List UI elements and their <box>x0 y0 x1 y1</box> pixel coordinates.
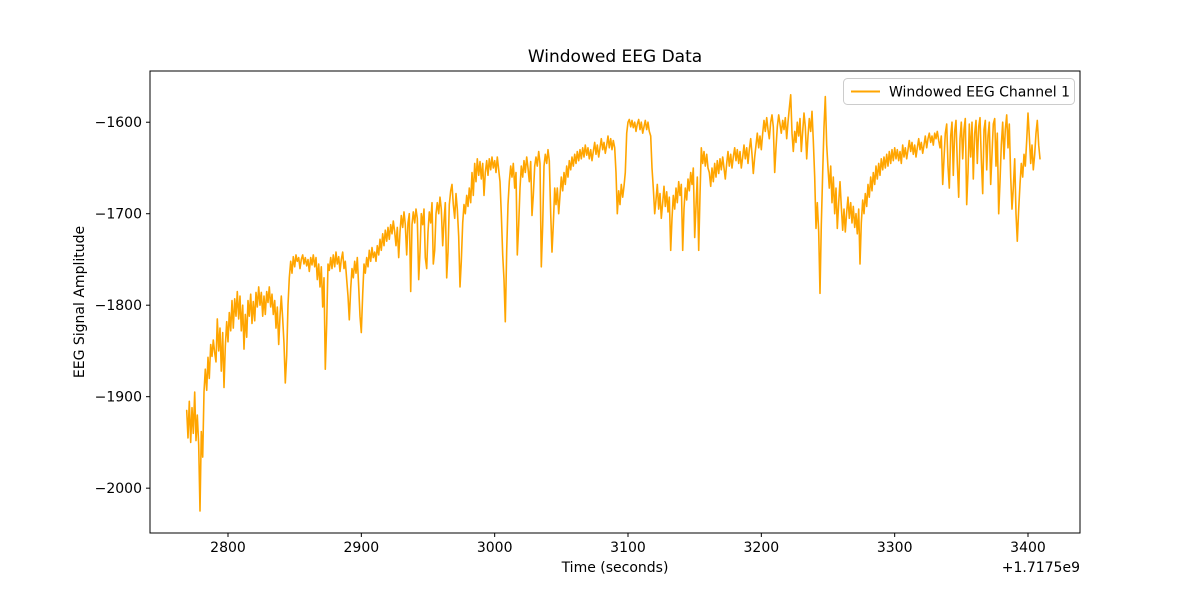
y-tick-label: −1600 <box>95 115 142 131</box>
x-tick-label: 3300 <box>877 540 913 556</box>
plot-frame <box>149 70 1081 534</box>
legend: Windowed EEG Channel 1 <box>843 78 1075 105</box>
x-axis-offset-label: +1.7175e9 <box>1002 560 1080 576</box>
y-tick-label: −1900 <box>95 390 142 406</box>
y-tick-label: −1700 <box>95 207 142 223</box>
x-tick-label: 3200 <box>744 540 780 556</box>
chart-title: Windowed EEG Data <box>528 47 702 67</box>
series-line-windowed-eeg-channel-1 <box>185 94 1041 512</box>
legend-label: Windowed EEG Channel 1 <box>889 85 1070 101</box>
y-tick-label: −2000 <box>95 481 142 497</box>
x-tick-label: 2800 <box>210 540 246 556</box>
x-tick-label: 3100 <box>610 540 646 556</box>
x-tick-label: 2900 <box>344 540 380 556</box>
x-tick-label: 3000 <box>477 540 513 556</box>
x-tick-label: 3400 <box>1010 540 1046 556</box>
y-axis-label: EEG Signal Amplitude <box>72 226 88 378</box>
plot-area: 2800 2900 3000 3100 3200 3300 3400 −2000 −1900 −1… <box>95 70 1081 556</box>
legend-box <box>843 78 1075 105</box>
y-tick-label: −1800 <box>95 298 142 314</box>
x-axis-label: Time (seconds) <box>561 560 669 576</box>
